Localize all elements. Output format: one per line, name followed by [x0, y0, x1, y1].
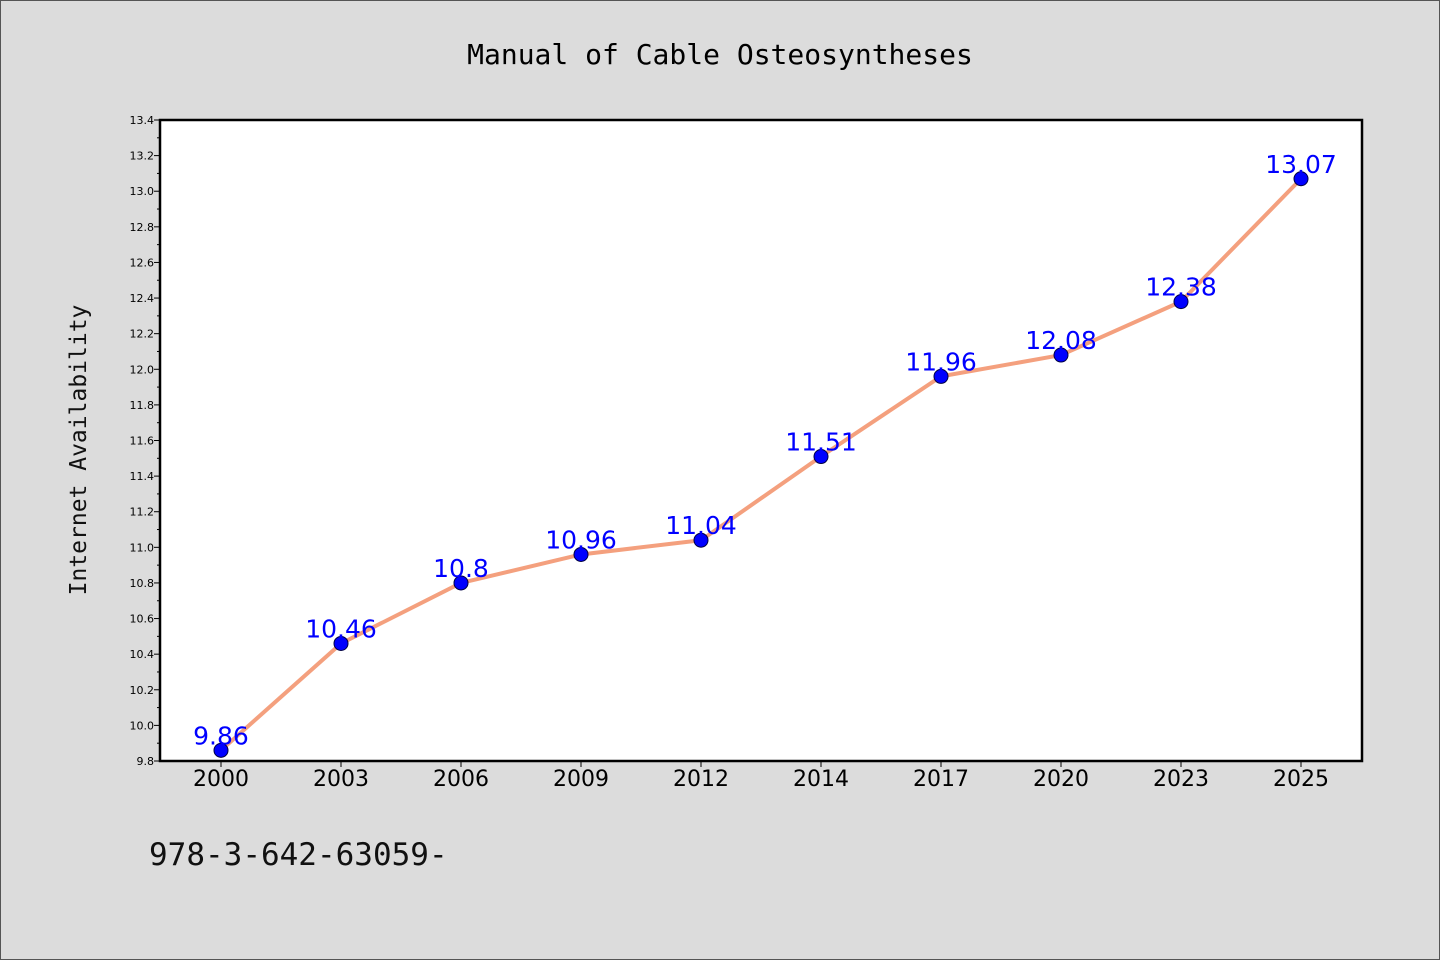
chart-title: Manual of Cable Osteosyntheses	[467, 38, 973, 71]
data-label: 10.46	[305, 614, 377, 643]
data-point	[1293, 171, 1309, 187]
x-axis: 2000 2003 2006 2009 2012 2014 2017 2020 2023 2025	[193, 761, 1329, 792]
data-point	[1173, 294, 1189, 310]
data-label: 10.8	[433, 554, 489, 583]
x-tick-label: 2025	[1273, 767, 1329, 792]
y-tick-label: 13.0	[130, 185, 155, 198]
x-tick-label: 2000	[193, 767, 249, 792]
data-label: 12.38	[1145, 273, 1217, 302]
data-label: 9.86	[193, 721, 249, 750]
plot-area	[158, 118, 1364, 763]
y-tick-label: 10.6	[130, 613, 155, 626]
y-tick-label: 12.8	[130, 221, 155, 234]
data-point	[453, 575, 469, 591]
data-point	[813, 449, 829, 465]
data-point	[1053, 347, 1069, 363]
y-tick-label: 12.6	[130, 256, 155, 269]
y-tick-label: 11.4	[130, 470, 155, 483]
data-label: 11.04	[665, 511, 737, 540]
data-label: 13.07	[1265, 150, 1337, 179]
data-label: 11.96	[905, 347, 977, 376]
y-tick-label: 13.2	[130, 150, 155, 163]
data-label: 12.08	[1025, 326, 1097, 355]
footer-isbn: 978-3-642-63059-	[149, 837, 448, 873]
data-point	[333, 635, 349, 651]
y-axis-label: Internet Availability	[66, 305, 92, 596]
y-tick-label: 10.2	[130, 684, 155, 697]
series-line	[219, 176, 1303, 753]
x-tick-label: 2012	[673, 767, 729, 792]
y-tick-label: 11.2	[130, 506, 155, 519]
y-tick-label: 10.4	[130, 648, 155, 661]
y-tick-label: 13.4	[130, 114, 155, 127]
y-tick-label: 12.0	[130, 363, 155, 376]
x-tick-label: 2017	[913, 767, 969, 792]
data-label: 11.51	[785, 428, 857, 457]
y-tick-label: 10.0	[130, 719, 155, 732]
y-tick-label: 12.2	[130, 328, 155, 341]
y-tick-label: 9.8	[137, 755, 155, 768]
data-point	[933, 368, 949, 384]
y-tick-label: 12.4	[130, 292, 155, 305]
data-label: 10.96	[545, 525, 617, 554]
x-tick-label: 2014	[793, 767, 849, 792]
y-tick-label: 11.8	[130, 399, 155, 412]
data-labels: 9.86 10.46 10.8 10.96 11.04 11.51 11.96 12.08 12…	[193, 150, 1337, 751]
x-tick-label: 2006	[433, 767, 489, 792]
x-tick-label: 2009	[553, 767, 609, 792]
y-tick-label: 10.8	[130, 577, 155, 590]
x-tick-label: 2020	[1033, 767, 1089, 792]
data-point	[213, 742, 229, 758]
data-point	[573, 546, 589, 562]
y-tick-label: 11.6	[130, 435, 155, 448]
y-tick-label: 11.0	[130, 541, 155, 554]
x-tick-label: 2023	[1153, 767, 1209, 792]
series-layer	[213, 171, 1309, 758]
data-point	[693, 532, 709, 548]
x-tick-label: 2003	[313, 767, 369, 792]
y-axis: 9.8 10.0 10.2 10.4 10.6 10.8 11.0 11.2 11.4 11.6 1…	[130, 114, 160, 768]
